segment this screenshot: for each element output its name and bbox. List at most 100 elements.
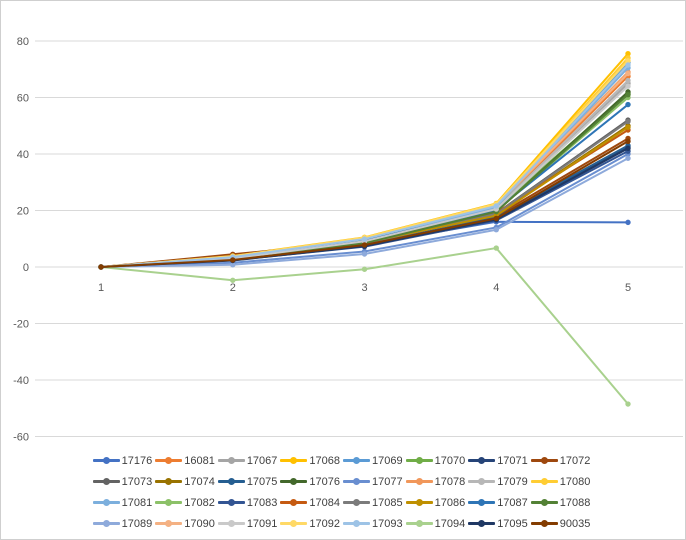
data-point-marker[interactable] [493,215,499,222]
legend-item-17084[interactable]: 17084 [280,492,343,513]
legend-label: 17087 [497,496,528,509]
legend-items: 17176 16081 17067 17068 17069 17070 17071 17072… [92,450,594,534]
legend-item-17081[interactable]: 17081 [92,492,156,513]
data-point-marker[interactable] [493,227,499,233]
data-point-marker[interactable] [625,70,631,77]
legend-label: 17085 [372,496,403,509]
legend-item-17078[interactable]: 17078 [405,471,469,492]
legend-item-90035[interactable]: 90035 [530,513,594,534]
data-point-marker[interactable] [625,155,631,161]
legend-line-marker-icon [92,477,120,486]
legend-item-17076[interactable]: 17076 [280,471,343,492]
data-point-marker[interactable] [625,219,631,226]
data-point-marker[interactable] [625,401,631,407]
legend-item-17089[interactable]: 17089 [92,513,156,534]
data-point-marker[interactable] [493,203,499,209]
legend-line-marker-icon [343,498,370,507]
legend-item-17073[interactable]: 17073 [92,471,156,492]
series-17094-line[interactable] [98,245,631,407]
legend-item-17069[interactable]: 17069 [343,450,406,471]
data-point-marker[interactable] [98,264,104,270]
legend-line-marker-icon [468,519,496,528]
legend-line-marker-icon [280,456,308,465]
y-tick-label: 40 [17,149,29,161]
legend-item-17075[interactable]: 17075 [217,471,281,492]
legend-line-marker-icon [280,519,308,528]
legend-line-marker-icon [217,519,245,528]
legend-item-17085[interactable]: 17085 [343,492,406,513]
data-point-marker[interactable] [625,51,631,57]
series-17089-line[interactable] [98,155,631,270]
legend-item-17091[interactable]: 17091 [217,513,281,534]
data-point-marker[interactable] [625,58,631,64]
data-point-marker[interactable] [625,138,631,144]
data-point-marker[interactable] [493,245,499,251]
legend-item-17095[interactable]: 17095 [468,513,531,534]
y-tick-label: 60 [17,93,29,105]
data-point-marker[interactable] [625,118,631,125]
data-point-marker[interactable] [625,62,631,68]
legend-line-marker-icon [280,477,308,486]
data-point-marker[interactable] [361,236,368,242]
legend-item-17086[interactable]: 17086 [405,492,469,513]
legend-label: 17075 [246,475,278,488]
legend-item-17088[interactable]: 17088 [530,492,594,513]
legend-line-marker-icon [92,498,120,507]
legend-label: 17074 [184,475,215,488]
legend-label: 17088 [559,496,591,509]
data-point-marker[interactable] [625,91,631,98]
legend-line-marker-icon [530,456,558,465]
data-point-marker[interactable] [625,83,631,89]
legend-item-17072[interactable]: 17072 [530,450,594,471]
legend-item-17070[interactable]: 17070 [405,450,469,471]
legend-label: 17093 [372,517,403,530]
legend-line-marker-icon [405,456,433,465]
legend-item-17083[interactable]: 17083 [217,492,281,513]
legend-item-17074[interactable]: 17074 [155,471,218,492]
legend-item-17094[interactable]: 17094 [405,513,469,534]
data-point-marker[interactable] [230,277,236,283]
legend-item-17092[interactable]: 17092 [280,513,343,534]
data-point-marker[interactable] [361,251,368,257]
legend-label: 17076 [309,475,340,488]
series-90035-line[interactable] [98,138,631,270]
legend-label: 17080 [559,475,591,488]
legend-label: 17068 [309,454,340,467]
legend-item-17090[interactable]: 17090 [155,513,218,534]
legend-item-17077[interactable]: 17077 [343,471,406,492]
legend-line-marker-icon [92,456,120,465]
legend-item-17067[interactable]: 17067 [217,450,281,471]
legend-item-17079[interactable]: 17079 [468,471,531,492]
line-chart-svg[interactable]: 80 60 40 20 0 -20 -40 -60 1 2 3 4 5 [1,1,686,449]
legend-label: 17090 [184,517,215,530]
legend-item-16081[interactable]: 16081 [155,450,218,471]
legend-item-17176[interactable]: 17176 [92,450,156,471]
y-tick-label: -60 [13,432,29,444]
legend-line-marker-icon [468,456,496,465]
x-tick-label: 4 [493,282,499,294]
legend-item-17093[interactable]: 17093 [343,513,406,534]
data-point-marker[interactable] [625,77,631,84]
data-point-marker[interactable] [230,262,236,268]
y-tick-label: -20 [13,319,29,331]
legend-item-17068[interactable]: 17068 [280,450,343,471]
legend-label: 17073 [121,475,153,488]
series-lines [98,51,631,407]
data-point-marker[interactable] [230,257,236,263]
legend-label: 17176 [121,454,153,467]
data-point-marker[interactable] [361,242,368,248]
legend-item-17080[interactable]: 17080 [530,471,594,492]
legend-label: 17072 [559,454,591,467]
data-point-marker[interactable] [625,101,631,108]
legend-label: 17067 [246,454,278,467]
legend-item-17071[interactable]: 17071 [468,450,531,471]
data-point-marker[interactable] [625,124,631,130]
data-point-marker[interactable] [361,266,368,272]
legend-label: 17070 [434,454,466,467]
legend-item-17082[interactable]: 17082 [155,492,218,513]
data-point-marker[interactable] [625,145,631,152]
legend-item-17087[interactable]: 17087 [468,492,531,513]
legend-label: 90035 [559,517,591,530]
legend-line-marker-icon [155,498,183,507]
